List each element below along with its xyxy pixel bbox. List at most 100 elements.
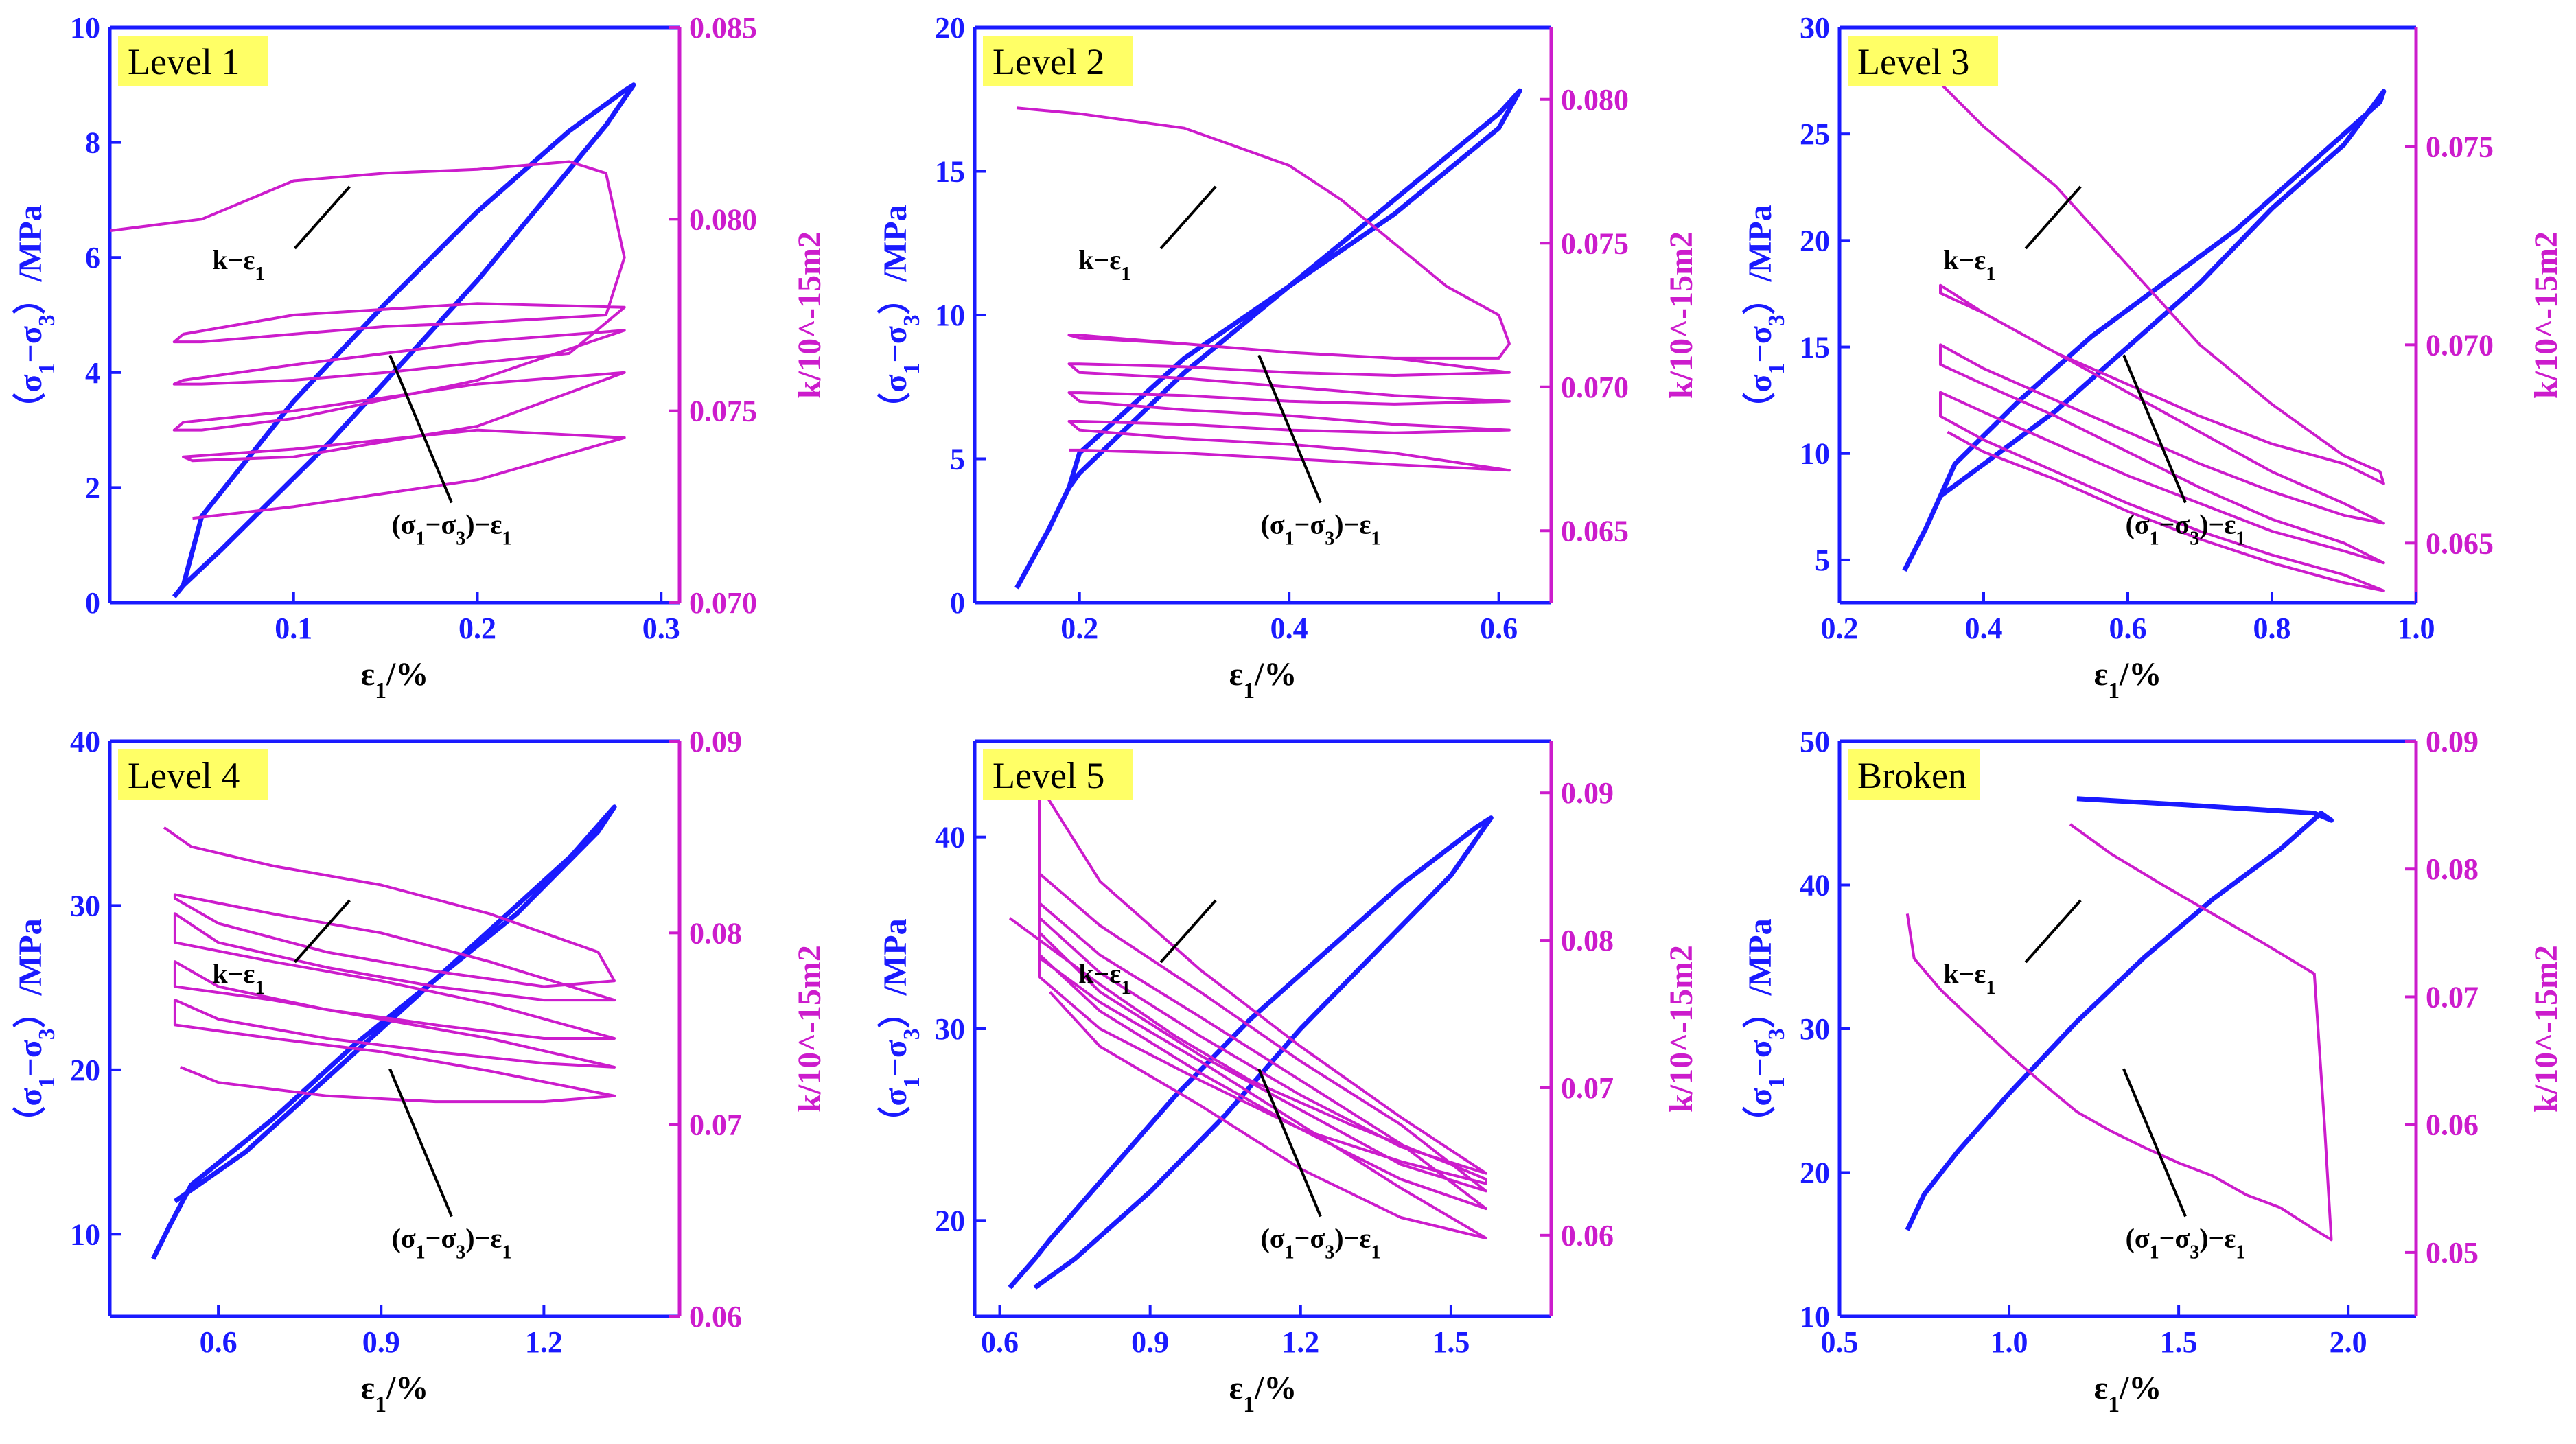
level-label: Level 2 xyxy=(993,41,1104,82)
x-tick-label: 0.3 xyxy=(642,612,680,645)
y-left-axis-title: （σ1−σ3）/MPa xyxy=(877,918,925,1139)
y-left-tick-label: 10 xyxy=(70,1218,100,1251)
x-axis-title: ε1/% xyxy=(1229,656,1297,703)
y-left-tick-label: 5 xyxy=(950,443,965,476)
y-left-tick-label: 4 xyxy=(85,356,100,390)
x-tick-label: 0.6 xyxy=(981,1325,1019,1359)
annotation-k-leader xyxy=(2024,899,2082,964)
y-right-axis-title: k/10^-15m2 xyxy=(2528,945,2564,1113)
y-left-tick-label: 50 xyxy=(1800,725,1830,758)
x-tick-label: 0.1 xyxy=(275,612,312,645)
annotation-stress: (σ1−σ3)−ε1 xyxy=(2126,1222,2246,1263)
y-right-tick-label: 0.07 xyxy=(689,1108,742,1142)
annotation-stress-leader xyxy=(1257,1068,1322,1218)
x-axis-title: ε1/% xyxy=(2094,1370,2162,1417)
chart-panel-3: 0.2 0.4 0.6 0.8 1.0 5 10 15 20 25 30 0.065 0.070 0.07… xyxy=(1742,11,2564,703)
series-stress-line xyxy=(172,82,636,598)
series-stress-line xyxy=(1902,89,2387,572)
y-left-tick-label: 0 xyxy=(85,586,100,620)
annotation-k: k−ε1 xyxy=(212,244,264,285)
chart-panel-2: 0.2 0.4 0.6 0 5 10 15 20 0.065 0.070 0.075 0.080 ε1/… xyxy=(877,11,1699,703)
level-label: Level 5 xyxy=(993,755,1104,796)
y-right-tick-label: 0.065 xyxy=(1561,514,1629,548)
y-left-tick-label: 15 xyxy=(935,155,965,189)
x-tick-label: 0.4 xyxy=(1270,612,1308,645)
x-tick-label: 0.8 xyxy=(2253,612,2291,645)
annotation-k: k−ε1 xyxy=(1078,244,1130,285)
y-left-tick-label: 10 xyxy=(70,11,100,45)
x-tick-label: 1.2 xyxy=(525,1325,563,1359)
chart-panel-1: 0.1 0.2 0.3 0 2 4 6 8 10 0.070 0.075 0.080 0.085 ε1/%… xyxy=(12,11,828,703)
series-perm-line xyxy=(110,160,626,520)
y-left-axis-title: （σ1−σ3）/MPa xyxy=(12,918,60,1139)
annotation-stress-leader xyxy=(2122,354,2187,504)
annotation-stress-leader xyxy=(388,1068,453,1218)
series-stress-line xyxy=(151,804,617,1260)
series-perm-line xyxy=(1008,784,1487,1240)
y-left-tick-label: 30 xyxy=(1800,11,1830,45)
annotation-stress: (σ1−σ3)−ε1 xyxy=(392,509,512,549)
level-label-bg xyxy=(983,36,1133,86)
y-right-tick-label: 0.05 xyxy=(2426,1236,2479,1270)
level-label-bg xyxy=(118,749,268,800)
annotation-stress: (σ1−σ3)−ε1 xyxy=(1261,1222,1381,1263)
y-right-tick-label: 0.070 xyxy=(1561,371,1629,404)
y-left-tick-label: 2 xyxy=(85,471,100,504)
annotation-stress: (σ1−σ3)−ε1 xyxy=(1261,509,1381,549)
y-left-axis-title: （σ1−σ3）/MPa xyxy=(1742,205,1789,425)
x-axis-title: ε1/% xyxy=(361,656,429,703)
y-left-tick-label: 10 xyxy=(935,299,965,332)
y-right-tick-label: 0.06 xyxy=(2426,1108,2479,1142)
y-left-tick-label: 6 xyxy=(85,241,100,275)
x-tick-label: 0.2 xyxy=(1060,612,1098,645)
y-left-axis-title: （σ1−σ3）/MPa xyxy=(877,205,925,425)
chart-panel-6: 0.5 1.0 1.5 2.0 10 20 30 40 50 0.05 0.06 0.07 0.08 0.… xyxy=(1742,725,2564,1417)
y-left-tick-label: 0 xyxy=(950,586,965,620)
level-label-bg xyxy=(1848,749,1980,800)
x-tick-label: 1.0 xyxy=(1991,1325,2028,1359)
level-label: Level 3 xyxy=(1857,41,1969,82)
y-left-tick-label: 10 xyxy=(1800,1300,1830,1334)
annotation-stress: (σ1−σ3)−ε1 xyxy=(392,1222,512,1263)
y-left-tick-label: 20 xyxy=(70,1053,100,1087)
x-axis-title: ε1/% xyxy=(2094,656,2162,703)
y-right-axis-title: k/10^-15m2 xyxy=(1663,231,1699,399)
x-tick-label: 0.6 xyxy=(200,1325,237,1359)
chart-panel-4: 0.6 0.9 1.2 10 20 30 40 0.06 0.07 0.08 0.09 ε1/% （σ1… xyxy=(12,725,828,1417)
y-left-tick-label: 40 xyxy=(935,821,965,854)
x-tick-label: 0.9 xyxy=(1131,1325,1169,1359)
y-right-tick-label: 0.080 xyxy=(689,202,757,236)
annotation-k-leader xyxy=(1159,185,1217,250)
level-label: Broken xyxy=(1857,755,1966,796)
y-right-tick-label: 0.06 xyxy=(689,1300,742,1334)
annotation-k-leader xyxy=(293,899,351,964)
y-left-tick-label: 15 xyxy=(1800,331,1830,364)
annotation-k-leader xyxy=(293,185,351,250)
level-label-bg xyxy=(118,36,268,86)
level-label: Level 1 xyxy=(128,41,240,82)
series-perm-line xyxy=(1903,46,2385,592)
x-tick-label: 0.6 xyxy=(2109,612,2147,645)
y-left-tick-label: 30 xyxy=(70,889,100,922)
y-right-tick-label: 0.085 xyxy=(689,11,757,45)
annotation-stress-leader xyxy=(388,354,453,504)
y-right-tick-label: 0.06 xyxy=(1561,1219,1614,1253)
chart-panel-5: 0.6 0.9 1.2 1.5 20 30 40 0.06 0.07 0.08 0.09 ε1/% （σ… xyxy=(877,739,1699,1417)
x-tick-label: 0.6 xyxy=(1480,612,1518,645)
y-left-tick-label: 8 xyxy=(85,126,100,160)
y-left-axis-title: （σ1−σ3）/MPa xyxy=(1742,918,1789,1139)
x-tick-label: 1.0 xyxy=(2398,612,2435,645)
y-right-tick-label: 0.065 xyxy=(2426,526,2494,560)
y-left-tick-label: 40 xyxy=(1800,869,1830,902)
annotation-stress-leader xyxy=(2122,1068,2187,1218)
y-right-tick-label: 0.09 xyxy=(2426,725,2479,758)
y-right-tick-label: 0.07 xyxy=(2426,980,2479,1014)
y-left-tick-label: 5 xyxy=(1815,544,1830,577)
y-left-tick-label: 25 xyxy=(1800,117,1830,151)
level-label-bg xyxy=(983,749,1133,800)
y-left-tick-label: 30 xyxy=(1800,1012,1830,1046)
x-tick-label: 1.5 xyxy=(1432,1325,1470,1359)
y-right-axis-title: k/10^-15m2 xyxy=(791,231,828,399)
annotation-k: k−ε1 xyxy=(1943,958,1995,999)
